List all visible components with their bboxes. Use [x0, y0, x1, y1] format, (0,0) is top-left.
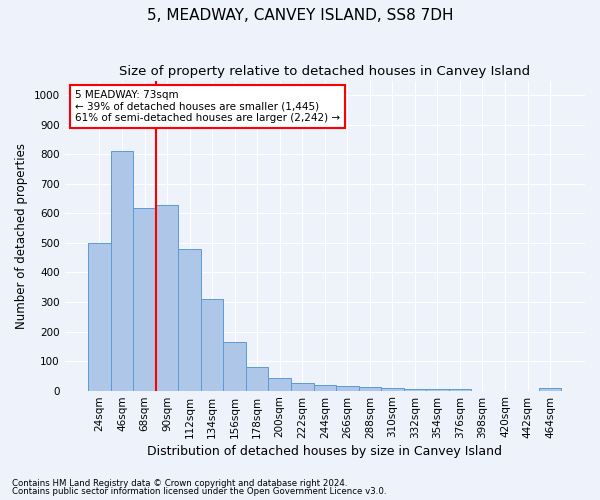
- Bar: [111, 152, 133, 390]
- Bar: [426, 389, 449, 390]
- Bar: [268, 378, 291, 390]
- Bar: [381, 388, 404, 390]
- Bar: [336, 386, 359, 390]
- Bar: [156, 204, 178, 390]
- Y-axis label: Number of detached properties: Number of detached properties: [15, 142, 28, 328]
- Bar: [449, 389, 471, 390]
- Bar: [201, 299, 223, 390]
- Bar: [291, 384, 314, 390]
- Bar: [178, 249, 201, 390]
- Title: Size of property relative to detached houses in Canvey Island: Size of property relative to detached ho…: [119, 65, 530, 78]
- Bar: [404, 388, 426, 390]
- Bar: [314, 384, 336, 390]
- Bar: [223, 342, 246, 390]
- Text: Contains public sector information licensed under the Open Government Licence v3: Contains public sector information licen…: [12, 487, 386, 496]
- Bar: [133, 208, 156, 390]
- Bar: [88, 243, 111, 390]
- Text: 5, MEADWAY, CANVEY ISLAND, SS8 7DH: 5, MEADWAY, CANVEY ISLAND, SS8 7DH: [147, 8, 453, 22]
- Text: Contains HM Land Registry data © Crown copyright and database right 2024.: Contains HM Land Registry data © Crown c…: [12, 478, 347, 488]
- Text: 5 MEADWAY: 73sqm
← 39% of detached houses are smaller (1,445)
61% of semi-detach: 5 MEADWAY: 73sqm ← 39% of detached house…: [75, 90, 340, 123]
- Bar: [539, 388, 562, 390]
- Bar: [359, 387, 381, 390]
- X-axis label: Distribution of detached houses by size in Canvey Island: Distribution of detached houses by size …: [147, 444, 502, 458]
- Bar: [246, 367, 268, 390]
